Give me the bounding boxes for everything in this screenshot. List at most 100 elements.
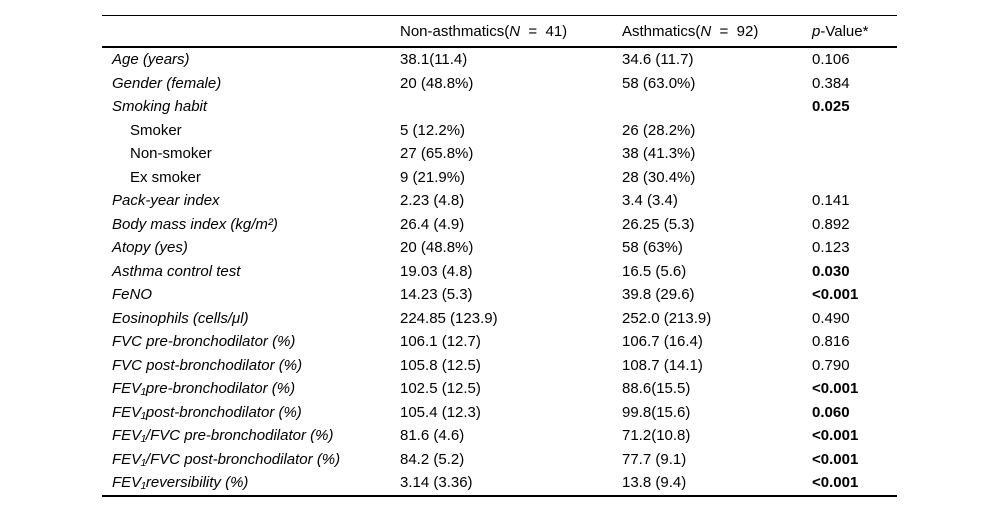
table-row: FEV₁/FVC post-bronchodilator (%) 84.2 (5… <box>102 448 897 472</box>
header-asthmatics-count: = 92) <box>711 22 759 40</box>
p-value-cell: <0.001 <box>812 286 859 303</box>
row-label-text: Gender (female) <box>112 74 222 92</box>
header-p-value-p: p <box>812 22 821 40</box>
asthmatics-value: 77.7 (9.1) <box>622 450 687 468</box>
non-asthmatics-value: 26.4 (4.9) <box>400 215 465 233</box>
p-value-cell <box>812 166 897 190</box>
row-label-cell: Ex smoker <box>102 166 400 190</box>
row-label-text: Atopy (yes) <box>112 239 188 256</box>
table-header-row: Non-asthmatics(N = 41) Asthmatics(N = 92… <box>102 16 897 48</box>
row-label-cell: FVC pre-bronchodilator (%) <box>102 330 400 354</box>
header-non-asthmatics-prefix: Non-asthmatics( <box>400 22 510 40</box>
asthmatics-value: 34.6 (11.7) <box>622 51 694 68</box>
p-value-cell: 0.816 <box>812 333 850 350</box>
table-row: Age (years) 38.1(11.4) 34.6 (11.7) 0.106 <box>102 47 897 72</box>
results-table-container: Non-asthmatics(N = 41) Asthmatics(N = 92… <box>102 15 897 497</box>
asthmatics-value <box>622 95 812 119</box>
asthmatics-value: 28 (30.4%) <box>622 168 696 186</box>
p-value-cell: 0.892 <box>812 215 850 233</box>
non-asthmatics-value: 106.1 (12.7) <box>400 333 481 350</box>
header-asthmatics-n: N <box>700 22 712 40</box>
table-row: FEV₁pre-bronchodilator (%) 102.5 (12.5) … <box>102 377 897 401</box>
row-label-cell: Asthma control test <box>102 260 400 284</box>
asthmatics-value: 3.4 (3.4) <box>622 192 678 209</box>
table-row: Smoking habit 0.025 <box>102 95 897 119</box>
asthmatics-value: 71.2(10.8) <box>622 427 691 444</box>
table-row: FEV₁/FVC pre-bronchodilator (%) 81.6 (4.… <box>102 424 897 448</box>
row-label-text: FeNO <box>112 286 153 303</box>
non-asthmatics-value: 102.5 (12.5) <box>400 380 481 397</box>
row-label-cell: Eosinophils (cells/μl) <box>102 307 400 331</box>
table-row: Asthma control test 19.03 (4.8) 16.5 (5.… <box>102 260 897 284</box>
row-label-text: Body mass index (kg/m²) <box>112 215 278 233</box>
row-label-text: Smoking habit <box>112 98 208 115</box>
non-asthmatics-value: 20 (48.8%) <box>400 74 474 92</box>
header-p-value-rest: -Value* <box>820 22 869 40</box>
row-label-text: FEV₁/FVC pre-bronchodilator (%) <box>112 427 334 444</box>
p-value-cell: 0.106 <box>812 51 850 68</box>
row-label-cell: Non-smoker <box>102 142 400 166</box>
asthmatics-value: 106.7 (16.4) <box>622 333 703 350</box>
row-label-text: FVC pre-bronchodilator (%) <box>112 333 296 350</box>
row-label-text: Eosinophils (cells/μl) <box>112 309 249 327</box>
header-non-asthmatics-count: = 41) <box>520 22 568 40</box>
row-label-cell: FeNO <box>102 283 400 307</box>
table-row: Eosinophils (cells/μl) 224.85 (123.9) 25… <box>102 307 897 331</box>
p-value-cell: 0.060 <box>812 403 850 421</box>
non-asthmatics-value: 19.03 (4.8) <box>400 262 473 280</box>
row-label-cell: Atopy (yes) <box>102 236 400 260</box>
asthmatics-value: 38 (41.3%) <box>622 145 696 162</box>
row-label-text: Age (years) <box>112 51 190 68</box>
non-asthmatics-value: 3.14 (3.36) <box>400 474 473 491</box>
non-asthmatics-value: 14.23 (5.3) <box>400 286 473 303</box>
table-row: Ex smoker 9 (21.9%) 28 (30.4%) <box>102 166 897 190</box>
results-table: Non-asthmatics(N = 41) Asthmatics(N = 92… <box>102 15 897 497</box>
asthmatics-value: 13.8 (9.4) <box>622 474 687 491</box>
p-value-cell <box>812 119 897 143</box>
non-asthmatics-value: 105.4 (12.3) <box>400 403 481 421</box>
table-row: FVC post-bronchodilator (%) 105.8 (12.5)… <box>102 354 897 378</box>
row-label-cell: FEV₁post-bronchodilator (%) <box>102 401 400 425</box>
p-value-cell: 0.123 <box>812 239 850 256</box>
non-asthmatics-value: 5 (12.2%) <box>400 121 466 139</box>
asthmatics-value: 58 (63.0%) <box>622 74 696 92</box>
non-asthmatics-value: 2.23 (4.8) <box>400 192 465 209</box>
p-value-cell: 0.790 <box>812 356 850 374</box>
table-row: Atopy (yes) 20 (48.8%) 58 (63%) 0.123 <box>102 236 897 260</box>
table-row: FeNO 14.23 (5.3) 39.8 (29.6) <0.001 <box>102 283 897 307</box>
table-row: FEV₁post-bronchodilator (%) 105.4 (12.3)… <box>102 401 897 425</box>
row-label-cell: FEV₁/FVC post-bronchodilator (%) <box>102 448 400 472</box>
p-value-cell <box>812 142 897 166</box>
asthmatics-value: 26.25 (5.3) <box>622 215 695 233</box>
asthmatics-value: 88.6(15.5) <box>622 380 691 397</box>
row-label-text: Smoker <box>130 121 182 139</box>
p-value-cell: <0.001 <box>812 450 859 468</box>
header-non-asthmatics: Non-asthmatics(N = 41) <box>400 16 622 48</box>
asthmatics-value: 108.7 (14.1) <box>622 356 703 374</box>
row-label-text: Non-smoker <box>130 145 212 162</box>
p-value-cell: <0.001 <box>812 427 859 444</box>
non-asthmatics-value: 81.6 (4.6) <box>400 427 465 444</box>
header-p-value: p-Value* <box>812 16 897 48</box>
table-row: Smoker 5 (12.2%) 26 (28.2%) <box>102 119 897 143</box>
p-value-cell: <0.001 <box>812 474 859 491</box>
header-asthmatics-prefix: Asthmatics( <box>622 22 701 40</box>
row-label-cell: FVC post-bronchodilator (%) <box>102 354 400 378</box>
row-label-cell: Age (years) <box>102 47 400 72</box>
table-row: Non-smoker 27 (65.8%) 38 (41.3%) <box>102 142 897 166</box>
row-label-text: FEV₁/FVC post-bronchodilator (%) <box>112 450 341 468</box>
header-non-asthmatics-n: N <box>509 22 521 40</box>
p-value-cell: 0.025 <box>812 98 850 115</box>
row-label-cell: FEV₁/FVC pre-bronchodilator (%) <box>102 424 400 448</box>
non-asthmatics-value: 105.8 (12.5) <box>400 356 481 374</box>
row-label-cell: Smoking habit <box>102 95 400 119</box>
row-label-cell: Pack-year index <box>102 189 400 213</box>
row-label-text: FVC post-bronchodilator (%) <box>112 356 303 374</box>
p-value-cell: <0.001 <box>812 380 859 397</box>
table-row: Pack-year index 2.23 (4.8) 3.4 (3.4) 0.1… <box>102 189 897 213</box>
non-asthmatics-value: 27 (65.8%) <box>400 145 474 162</box>
asthmatics-value: 26 (28.2%) <box>622 121 696 139</box>
row-label-text: FEV₁post-bronchodilator (%) <box>112 403 302 421</box>
row-label-cell: Body mass index (kg/m²) <box>102 213 400 237</box>
table-body: Age (years) 38.1(11.4) 34.6 (11.7) 0.106… <box>102 47 897 496</box>
